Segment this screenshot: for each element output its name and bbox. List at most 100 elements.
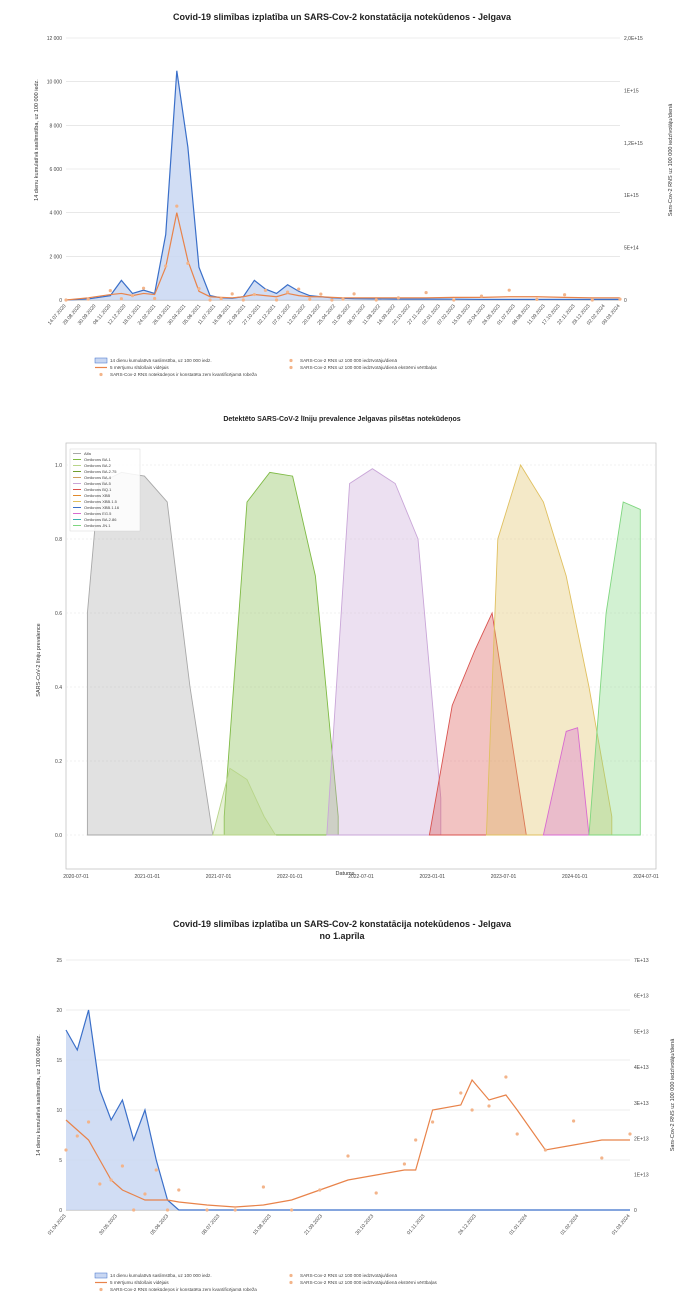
legend-box (69, 448, 141, 532)
chart-1-y-ticks: 12 000 10 000 8 000 6 000 4 000 2 000 0 (47, 36, 63, 304)
rna-point (153, 296, 157, 301)
rna-point (64, 298, 68, 302)
x-tick-label: 2022-01-01 (277, 874, 303, 880)
legend-label: Alfa (84, 451, 92, 456)
rna-point (543, 1148, 548, 1152)
moving-average-line (65, 212, 620, 301)
rna-point (274, 298, 279, 302)
rna-point (197, 287, 201, 291)
legend-label: Omikrons BA.2 (84, 463, 112, 468)
y-tick-label: 1.0 (55, 463, 62, 469)
y-tick-label: 2 000 (49, 254, 62, 260)
x-tick-label: 08.07.2023 (201, 1213, 222, 1236)
rna-point (459, 1091, 463, 1095)
rna-point (86, 297, 90, 301)
rna-point (130, 294, 135, 298)
chart-3-y2label: Sars-Cov-2 RNS uz 100 000 iedzīvotāju/di… (670, 1038, 676, 1151)
rna-point (109, 1178, 113, 1182)
y-tick-label: 0.6 (55, 611, 62, 617)
rna-point (414, 1138, 418, 1142)
y-tick-label: 10 (56, 1108, 62, 1114)
chart-2-frame (65, 442, 657, 870)
legend-label: 14 dienu kumulatīvā saslimstība, uz 100 … (110, 358, 212, 363)
chart-1-legend: 14 dienu kumulatīvā saslimstība, uz 100 … (94, 357, 438, 377)
rna-point (286, 290, 290, 294)
chart-1-grid (66, 37, 620, 301)
chart-1-svg: Covid-19 slimības izplatība un SARS-Cov-… (34, 12, 674, 377)
legend-label: Omikrons BA.5 (84, 481, 112, 486)
chart-2-svg: Detektēto SARS-CoV-2 līniju prevalence J… (36, 416, 659, 880)
y-tick-label: 0.8 (55, 537, 62, 543)
x-tick-label: 2023-07-01 (491, 874, 517, 880)
legend-label: SARS-Cov-2 RNS notekūdeņos ir konstatēta… (110, 1287, 257, 1292)
legend-label: SARS-Cov-2 RNS uz 100 000 iedzīvotāju/di… (300, 1280, 438, 1285)
rna-point (230, 292, 234, 296)
rna-point (330, 298, 334, 302)
chart-2-panel: Detektēto SARS-CoV-2 līniju prevalence J… (0, 405, 685, 885)
rna-point (290, 1208, 294, 1212)
x-tick-label: 2020-07-01 (63, 874, 89, 880)
chart-3-x-ticks: 01.04.2023 30.05.2023 05.06.2023 08.07.2023… (47, 1213, 632, 1236)
legend-label: Omikrons JN.1 (84, 523, 111, 528)
rna-point (396, 296, 400, 300)
chart-2-ylabel: SARS-CoV-2 līniju prevalence (36, 623, 42, 696)
y-tick-label: 6 000 (49, 167, 62, 173)
lineage-area (86, 471, 214, 836)
rna-point (165, 1208, 170, 1212)
y2-tick-label: 1E+15 (624, 88, 639, 94)
y-tick-label: 0 (59, 298, 62, 304)
legend-label: Omikrons BA.4 (84, 475, 112, 480)
legend-swatch (289, 1273, 293, 1278)
y2-tick-label: 5E+14 (624, 246, 639, 252)
x-tick-label: 15.08.2023 (252, 1213, 273, 1236)
lineage-area (588, 501, 641, 836)
rna-point (108, 289, 112, 293)
x-tick-label: 21.09.2023 (303, 1213, 324, 1236)
x-tick-label: 01.01.2024 (508, 1213, 529, 1236)
rna-point (352, 292, 356, 296)
moving-average-line (65, 1078, 630, 1208)
legend-label: Omikrons BA.1 (84, 457, 112, 462)
lineage-area (212, 767, 277, 836)
legend-label: Omikrons XBB.1.16 (84, 505, 120, 510)
x-tick-label: 01.11.2023 (406, 1213, 427, 1236)
chart-3-series (64, 1009, 632, 1212)
y2-tick-label: 1,2E+15 (624, 141, 643, 147)
legend-swatch (94, 357, 108, 364)
rna-point (252, 292, 256, 297)
legend-label: Omikrons BQ.1 (84, 487, 112, 492)
rna-point (186, 261, 190, 265)
x-tick-label: 2021-01-01 (134, 874, 160, 880)
rna-point (75, 1134, 79, 1138)
rna-point (590, 298, 594, 302)
x-tick-label: 01.03.2024 (611, 1213, 632, 1236)
rna-point (263, 288, 268, 292)
legend-label: Omikrons EG.5 (84, 511, 112, 516)
x-tick-label: 2021-07-01 (206, 874, 232, 880)
rna-point (563, 293, 567, 297)
legend-label: SARS-Cov-2 RNS uz 100 000 iedzīvotāju/di… (300, 358, 397, 363)
legend-swatch (94, 1272, 108, 1279)
chart-2-series (86, 463, 641, 836)
rna-point (64, 1148, 68, 1152)
chart-1-panel: Covid-19 slimības izplatība un SARS-Cov-… (0, 0, 685, 390)
lineage-area (326, 468, 442, 836)
x-tick-label: 2024-07-01 (633, 874, 659, 880)
chart-3-legend: 14 dienu kumulatīvā saslimstība, uz 100 … (94, 1272, 438, 1292)
rna-point (618, 297, 622, 301)
incidence-area (66, 70, 620, 300)
x-tick-label: 30.10.2023 (354, 1213, 375, 1236)
rna-point (507, 288, 511, 292)
legend-label: 5 mērījumu slīdošais vidējais (110, 1280, 169, 1285)
rna-point (208, 298, 212, 302)
legend-label: SARS-Cov-2 RNS notekūdeņos ir konstatēta… (110, 372, 257, 377)
y-tick-label: 0 (59, 1208, 62, 1214)
rna-point (177, 1188, 181, 1192)
rna-point (241, 298, 245, 302)
chart-2-x-ticks: 2020-07-01 2021-01-01 2021-07-01 2022-01-01… (63, 874, 659, 880)
rna-point (120, 1164, 124, 1168)
y2-tick-label: 6E+13 (634, 994, 649, 1000)
legend-label: Omikrons XBB (84, 493, 111, 498)
x-tick-label: 01.02.2024 (560, 1213, 581, 1236)
